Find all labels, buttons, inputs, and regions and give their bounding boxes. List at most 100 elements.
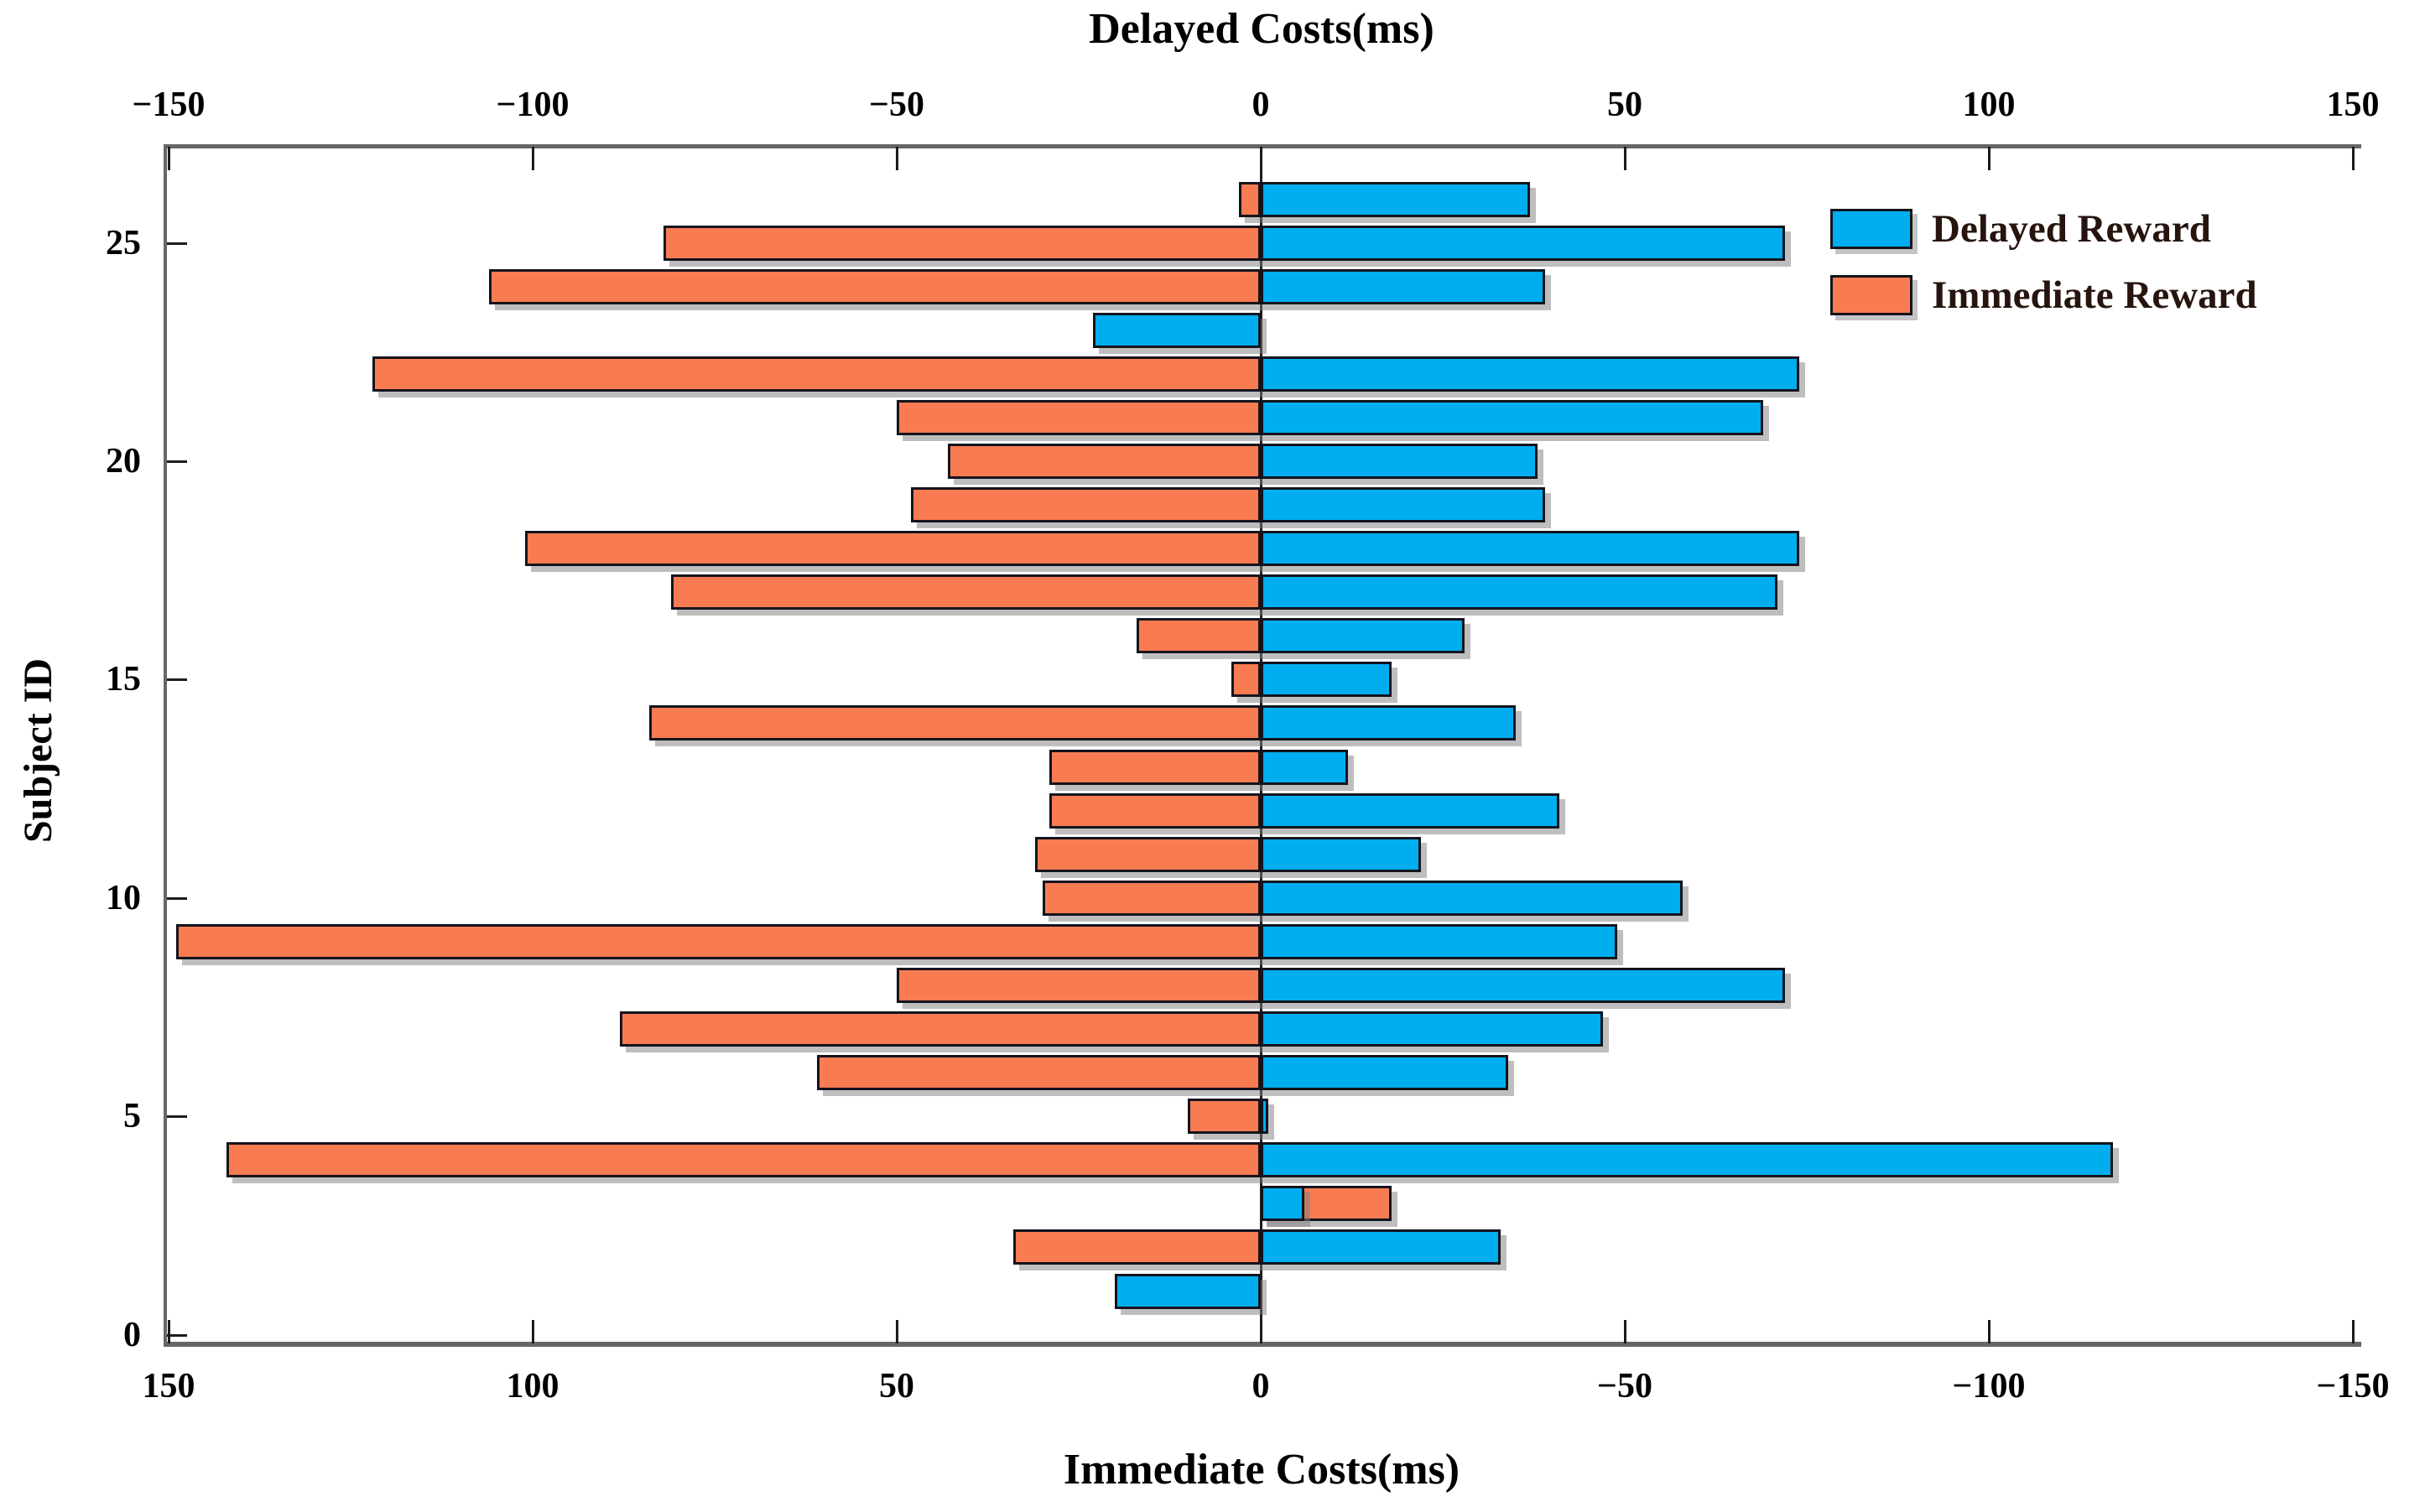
x-tick-bottom (1260, 1320, 1262, 1343)
x-tick-label-bottom: 50 (879, 1367, 914, 1405)
delayed-bar-subject-23 (1093, 312, 1261, 348)
delayed-bar-subject-8 (1261, 967, 1785, 1003)
y-tick-label: 0 (123, 1315, 141, 1354)
x-tick-label-bottom: −100 (1952, 1367, 2026, 1405)
x-tick-top (1260, 147, 1262, 170)
immediate-bar-subject-24 (488, 268, 1261, 304)
immediate-bar-subject-7 (620, 1011, 1261, 1047)
y-tick (167, 896, 187, 900)
x-tick-bottom (896, 1320, 898, 1343)
delayed-bar-subject-9 (1261, 923, 1618, 959)
x-tick-top (1988, 147, 1990, 170)
delayed-bar-subject-21 (1261, 399, 1763, 435)
immediate-bar-subject-10 (1042, 880, 1261, 916)
immediate-bar-subject-22 (372, 356, 1261, 392)
delayed-bar-subject-5 (1261, 1099, 1268, 1135)
y-axis-title: Subject ID (16, 658, 60, 844)
x-tick-label-top: −150 (132, 86, 206, 124)
bottom-axis-title: Immediate Costs(ms) (1063, 1446, 1460, 1494)
x-tick-top (896, 147, 898, 170)
delayed-bar-subject-3 (1261, 1186, 1305, 1222)
y-tick-label: 5 (123, 1097, 141, 1136)
delayed-bar-subject-7 (1261, 1011, 1603, 1047)
immediate-bar-subject-5 (1188, 1099, 1261, 1135)
x-tick-label-top: 100 (1962, 86, 2016, 124)
immediate-bar-subject-17 (670, 574, 1261, 611)
x-tick-label-top: 50 (1607, 86, 1642, 124)
legend-swatch-delayed (1830, 209, 1912, 249)
immediate-bar-subject-13 (1049, 749, 1261, 785)
delayed-bar-subject-20 (1261, 443, 1538, 479)
x-tick-bottom (1624, 1320, 1626, 1343)
delayed-bar-subject-1 (1115, 1273, 1261, 1309)
immediate-bar-subject-20 (947, 443, 1261, 479)
y-tick-label: 25 (106, 223, 141, 262)
x-tick-top (2352, 147, 2355, 170)
x-tick-bottom (532, 1320, 534, 1343)
immediate-bar-subject-19 (911, 487, 1261, 523)
immediate-bar-subject-25 (663, 225, 1261, 261)
x-tick-label-bottom: 150 (142, 1367, 195, 1405)
delayed-bar-subject-4 (1261, 1142, 2113, 1178)
immediate-bar-subject-9 (175, 923, 1261, 959)
immediate-bar-subject-4 (226, 1142, 1261, 1178)
delayed-bar-subject-19 (1261, 487, 1545, 523)
x-tick-bottom (168, 1320, 170, 1343)
left-spine (164, 144, 167, 1347)
y-tick (167, 242, 187, 245)
top-spine (164, 144, 2361, 148)
x-tick-bottom (2352, 1320, 2355, 1343)
top-axis-title: Delayed Costs(ms) (1089, 5, 1434, 53)
delayed-bar-subject-16 (1261, 618, 1465, 654)
immediate-bar-subject-2 (1012, 1229, 1261, 1265)
delayed-bar-subject-13 (1261, 749, 1349, 785)
immediate-bar-subject-16 (1137, 618, 1261, 654)
x-tick-top (168, 147, 170, 170)
x-tick-label-bottom: −150 (2316, 1367, 2390, 1405)
x-tick-label-bottom: 100 (506, 1367, 559, 1405)
y-tick-label: 10 (106, 878, 141, 917)
delayed-bar-subject-6 (1261, 1055, 1509, 1091)
x-tick-label-top: −100 (496, 86, 570, 124)
delayed-bar-subject-2 (1261, 1229, 1501, 1265)
y-tick-label: 15 (106, 660, 141, 699)
delayed-bar-subject-17 (1261, 574, 1778, 611)
delayed-bar-subject-22 (1261, 356, 1800, 392)
immediate-bar-subject-15 (1231, 662, 1261, 698)
delayed-bar-subject-25 (1261, 225, 1785, 261)
y-tick-label: 20 (106, 441, 141, 481)
x-tick-label-top: 0 (1252, 86, 1270, 124)
immediate-bar-subject-18 (525, 531, 1261, 567)
delayed-bar-subject-15 (1261, 662, 1392, 698)
y-tick (167, 678, 187, 682)
delayed-bar-subject-18 (1261, 531, 1800, 567)
immediate-bar-subject-12 (1049, 792, 1261, 829)
immediate-bar-subject-11 (1034, 836, 1261, 872)
x-tick-bottom (1988, 1320, 1990, 1343)
immediate-bar-subject-8 (897, 967, 1261, 1003)
zero-line (1260, 147, 1262, 1342)
legend-swatch-immediate (1830, 275, 1912, 315)
legend-label-immediate: Immediate Reward (1932, 273, 2257, 317)
delayed-bar-subject-11 (1261, 836, 1421, 872)
x-tick-label-bottom: −50 (1597, 1367, 1652, 1405)
y-tick (167, 460, 187, 463)
x-tick-label-bottom: 0 (1252, 1367, 1270, 1405)
x-tick-top (1624, 147, 1626, 170)
x-tick-label-top: −50 (869, 86, 924, 124)
delayed-bar-subject-12 (1261, 792, 1559, 829)
bottom-spine (164, 1342, 2361, 1347)
y-tick (167, 1115, 187, 1119)
immediate-bar-subject-14 (648, 705, 1261, 741)
x-tick-top (532, 147, 534, 170)
immediate-bar-subject-6 (816, 1055, 1261, 1091)
immediate-bar-subject-26 (1238, 181, 1261, 217)
delayed-bar-subject-14 (1261, 705, 1516, 741)
y-tick (167, 1333, 187, 1337)
delayed-bar-subject-24 (1261, 268, 1545, 304)
immediate-bar-subject-21 (897, 399, 1261, 435)
delayed-bar-subject-26 (1261, 181, 1531, 217)
x-tick-label-top: 150 (2326, 86, 2380, 124)
legend-label-delayed: Delayed Reward (1932, 207, 2211, 251)
